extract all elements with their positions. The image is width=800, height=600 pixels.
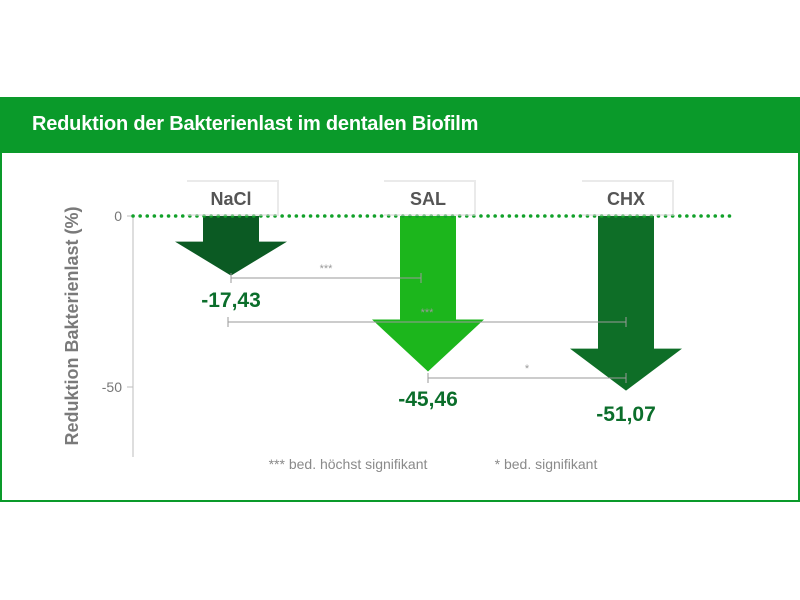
y-tick-label: 0: [114, 208, 122, 224]
arrow-bar-chx: [570, 216, 682, 391]
value-label: -17,43: [201, 289, 261, 312]
label-background: [580, 182, 672, 214]
y-axis-label: Reduktion Bakterienlast (%): [62, 206, 82, 445]
chart-header: Reduktion der Bakterienlast im dentalen …: [2, 99, 798, 153]
significance-marker: ***: [421, 307, 435, 319]
significance-marker: ***: [320, 263, 334, 275]
y-tick-label: -50: [102, 379, 122, 395]
chart-title: Reduktion der Bakterienlast im dentalen …: [32, 113, 479, 135]
category-label: SAL: [410, 189, 446, 209]
footnote: *** bed. höchst signifikant: [269, 456, 428, 472]
value-label: -45,46: [398, 388, 458, 411]
category-label-box: SAL: [382, 180, 476, 216]
label-background: [382, 182, 474, 214]
value-label: -51,07: [596, 403, 656, 426]
category-label: NaCl: [210, 189, 251, 209]
category-label-box: CHX: [580, 180, 674, 216]
category-label: CHX: [607, 189, 645, 209]
significance-marker: *: [525, 363, 530, 375]
arrow-bar-sal: [372, 216, 484, 372]
footnote: * bed. signifikant: [495, 456, 598, 472]
arrow-bar-nacl: [175, 216, 287, 276]
category-label-box: NaCl: [185, 180, 279, 216]
label-background: [185, 182, 277, 214]
